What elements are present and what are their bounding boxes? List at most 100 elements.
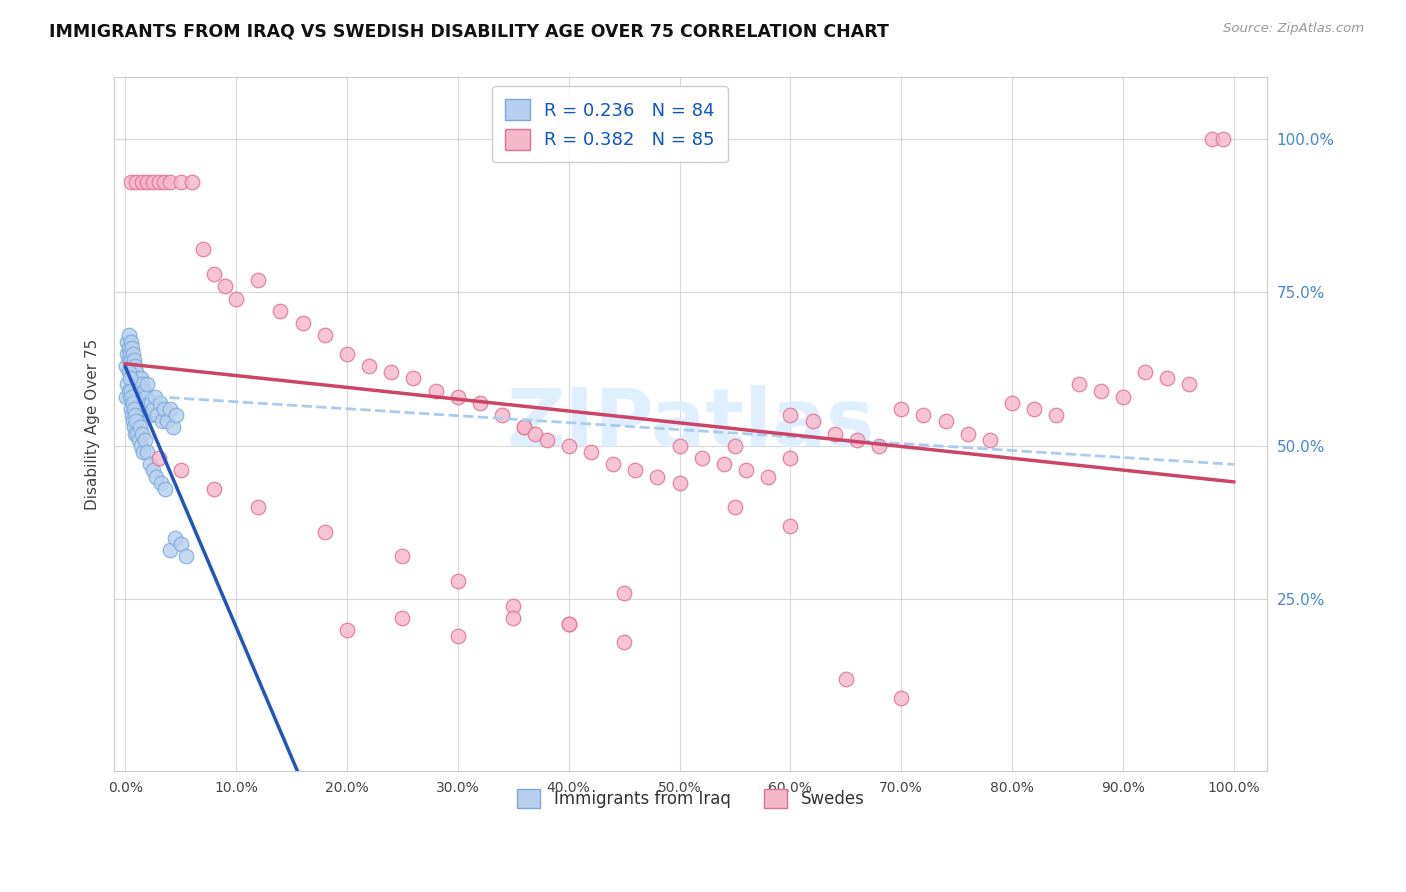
Point bbox=[391, 611, 413, 625]
Point bbox=[124, 426, 146, 441]
Point bbox=[868, 439, 890, 453]
Point bbox=[122, 347, 145, 361]
Point bbox=[724, 500, 747, 515]
Point bbox=[128, 377, 150, 392]
Point bbox=[956, 426, 979, 441]
Point bbox=[121, 341, 143, 355]
Point bbox=[118, 365, 141, 379]
Point bbox=[124, 359, 146, 373]
Point bbox=[118, 371, 141, 385]
Point bbox=[1201, 132, 1223, 146]
Point bbox=[121, 359, 143, 373]
Point bbox=[117, 377, 139, 392]
Point bbox=[1133, 365, 1156, 379]
Point bbox=[115, 359, 138, 373]
Point bbox=[801, 414, 824, 428]
Point bbox=[129, 390, 152, 404]
Point bbox=[162, 420, 184, 434]
Point bbox=[138, 458, 160, 472]
Point bbox=[447, 629, 470, 643]
Point bbox=[391, 549, 413, 564]
Point bbox=[613, 586, 636, 600]
Point bbox=[170, 537, 193, 551]
Point bbox=[148, 451, 170, 466]
Point bbox=[136, 445, 159, 459]
Text: ZIPatlas: ZIPatlas bbox=[506, 385, 875, 464]
Point bbox=[491, 408, 513, 422]
Point bbox=[269, 303, 291, 318]
Point bbox=[713, 458, 735, 472]
Point bbox=[117, 353, 139, 368]
Point bbox=[142, 402, 165, 417]
Point bbox=[117, 334, 139, 349]
Point bbox=[359, 359, 381, 373]
Point bbox=[128, 396, 150, 410]
Point bbox=[468, 396, 491, 410]
Point bbox=[122, 420, 145, 434]
Point bbox=[214, 279, 236, 293]
Point bbox=[1156, 371, 1178, 385]
Point bbox=[122, 396, 145, 410]
Point bbox=[124, 408, 146, 422]
Point bbox=[536, 433, 558, 447]
Point bbox=[513, 420, 536, 434]
Point bbox=[145, 469, 167, 483]
Point bbox=[202, 267, 225, 281]
Point bbox=[247, 500, 270, 515]
Point bbox=[735, 463, 758, 477]
Point bbox=[138, 396, 160, 410]
Point bbox=[149, 396, 172, 410]
Point bbox=[159, 175, 181, 189]
Point bbox=[291, 316, 314, 330]
Point bbox=[117, 384, 139, 398]
Point bbox=[513, 420, 536, 434]
Point bbox=[524, 426, 547, 441]
Point bbox=[824, 426, 846, 441]
Point bbox=[979, 433, 1001, 447]
Point bbox=[148, 175, 170, 189]
Point bbox=[170, 463, 193, 477]
Point bbox=[153, 175, 176, 189]
Point bbox=[120, 365, 142, 379]
Point bbox=[1178, 377, 1201, 392]
Point bbox=[579, 445, 602, 459]
Legend: Immigrants from Iraq, Swedes: Immigrants from Iraq, Swedes bbox=[510, 782, 870, 815]
Point bbox=[121, 408, 143, 422]
Point bbox=[557, 617, 579, 632]
Point bbox=[447, 574, 470, 588]
Point bbox=[125, 384, 148, 398]
Point bbox=[135, 390, 157, 404]
Point bbox=[602, 458, 624, 472]
Point bbox=[336, 347, 359, 361]
Point bbox=[835, 673, 858, 687]
Point bbox=[125, 414, 148, 428]
Point bbox=[613, 635, 636, 649]
Point bbox=[180, 175, 202, 189]
Point bbox=[131, 426, 153, 441]
Point bbox=[127, 390, 149, 404]
Point bbox=[120, 334, 142, 349]
Point bbox=[1112, 390, 1135, 404]
Point bbox=[139, 396, 162, 410]
Y-axis label: Disability Age Over 75: Disability Age Over 75 bbox=[86, 339, 100, 510]
Point bbox=[447, 390, 470, 404]
Point bbox=[314, 524, 336, 539]
Point bbox=[124, 377, 146, 392]
Point bbox=[134, 433, 156, 447]
Point bbox=[502, 599, 524, 613]
Point bbox=[174, 549, 197, 564]
Point bbox=[159, 402, 181, 417]
Point bbox=[142, 175, 165, 189]
Point bbox=[132, 445, 155, 459]
Point bbox=[136, 377, 159, 392]
Point bbox=[647, 469, 669, 483]
Point bbox=[1045, 408, 1067, 422]
Point bbox=[117, 365, 139, 379]
Point bbox=[425, 384, 447, 398]
Point bbox=[128, 433, 150, 447]
Point bbox=[125, 396, 148, 410]
Point bbox=[1067, 377, 1090, 392]
Point bbox=[502, 611, 524, 625]
Point bbox=[1090, 384, 1112, 398]
Point bbox=[118, 347, 141, 361]
